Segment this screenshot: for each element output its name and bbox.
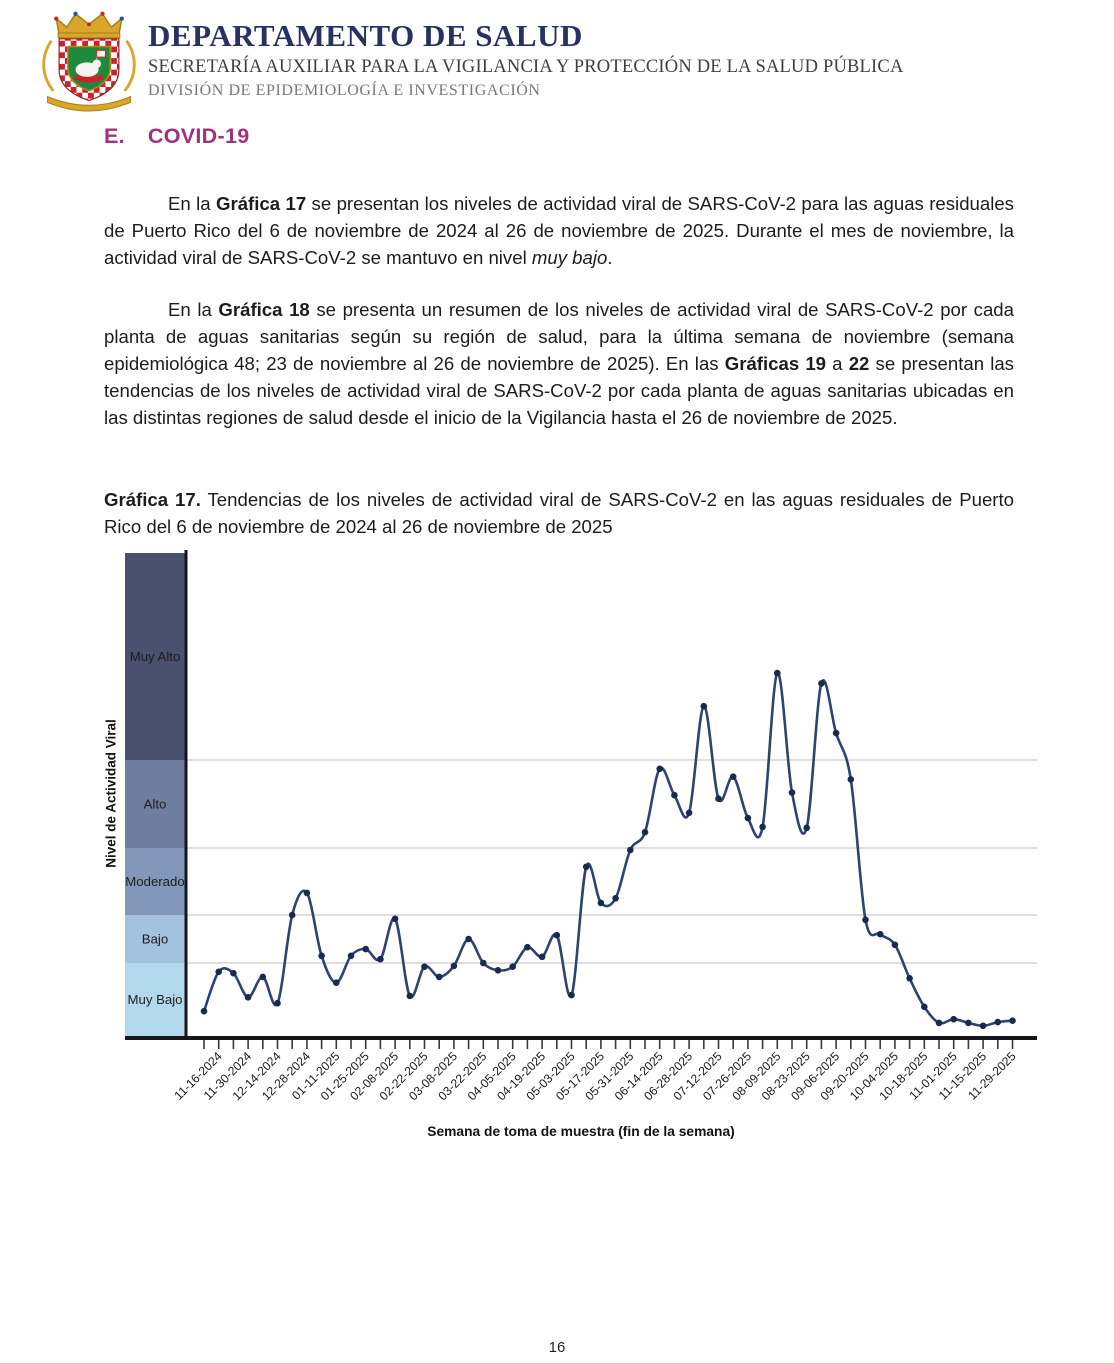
page-number: 16 bbox=[548, 1339, 566, 1356]
data-point bbox=[230, 969, 237, 977]
data-point bbox=[921, 1003, 928, 1011]
data-point bbox=[391, 915, 399, 923]
data-point bbox=[509, 963, 516, 970]
data-point bbox=[318, 952, 325, 960]
data-point bbox=[406, 992, 414, 1000]
text-run: . bbox=[607, 247, 613, 268]
level-band-bajo bbox=[125, 915, 185, 964]
chart-x-axis-title: Semana de toma de muestra (fin de la sem… bbox=[427, 1124, 735, 1139]
text-run: En la bbox=[168, 299, 219, 320]
level-band-label: Bajo bbox=[142, 932, 168, 947]
data-point bbox=[862, 916, 869, 924]
header-text-block: DEPARTAMENTO DE SALUD SECRETARÍA AUXILIA… bbox=[148, 6, 904, 100]
data-point bbox=[347, 952, 355, 960]
document-header: DEPARTAMENTO DE SALUD SECRETARÍA AUXILIA… bbox=[36, 6, 904, 114]
level-band-moderado bbox=[125, 848, 185, 916]
data-point bbox=[244, 994, 252, 1001]
data-point bbox=[333, 979, 340, 986]
data-point bbox=[303, 889, 311, 897]
section-title: COVID-19 bbox=[147, 124, 250, 148]
data-point bbox=[553, 931, 561, 939]
text-run: En la bbox=[168, 193, 216, 214]
level-band-label: Muy Alto bbox=[130, 649, 181, 664]
data-point bbox=[435, 973, 443, 981]
data-point bbox=[847, 776, 855, 783]
data-point bbox=[200, 1007, 208, 1015]
department-seal-logo bbox=[36, 6, 142, 114]
data-point bbox=[362, 945, 370, 953]
text-run: muy bajo bbox=[531, 247, 608, 268]
data-point bbox=[1009, 1017, 1016, 1024]
data-point bbox=[935, 1019, 943, 1027]
data-point bbox=[979, 1022, 987, 1030]
grafica17-caption: Gráfica 17. Tendencias de los niveles de… bbox=[104, 486, 1014, 540]
data-point bbox=[774, 669, 781, 677]
data-point bbox=[538, 953, 546, 961]
data-point bbox=[671, 791, 678, 799]
level-band-alto bbox=[125, 760, 185, 849]
data-point bbox=[965, 1019, 972, 1027]
puerto-rico-coat-of-arms-icon bbox=[42, 11, 136, 112]
data-point bbox=[377, 955, 384, 963]
paragraph-grafica17-summary: En la Gráfica 17 se presentan los nivele… bbox=[104, 190, 1014, 271]
data-point bbox=[656, 765, 663, 773]
data-point bbox=[876, 930, 884, 938]
data-point bbox=[950, 1015, 957, 1023]
data-point bbox=[906, 975, 913, 982]
data-point bbox=[818, 680, 825, 687]
data-point bbox=[274, 999, 281, 1007]
data-point bbox=[421, 963, 428, 970]
text-run: se presentan los niveles de actividad vi… bbox=[104, 193, 1014, 268]
data-point bbox=[288, 911, 296, 919]
text-run: Gráfica 17. bbox=[104, 489, 201, 510]
data-point bbox=[715, 795, 722, 802]
data-point bbox=[700, 702, 708, 710]
text-run: se presenta un resumen de los niveles de… bbox=[104, 299, 1014, 374]
division-subtitle: DIVISIÓN DE EPIDEMIOLOGÍA E INVESTIGACIÓ… bbox=[148, 81, 541, 99]
text-run: se presentan las tendencias de los nivel… bbox=[104, 353, 1014, 428]
level-band-label: Moderado bbox=[125, 874, 184, 889]
data-point bbox=[744, 814, 752, 822]
viral-activity-trend-line bbox=[202, 671, 1013, 1028]
data-point bbox=[524, 943, 531, 951]
data-point bbox=[759, 823, 766, 831]
data-point bbox=[994, 1018, 1002, 1026]
text-run: Gráfica 17 bbox=[216, 193, 307, 214]
department-title: DEPARTAMENTO DE SALUD bbox=[148, 18, 583, 53]
secretariat-subtitle: SECRETARÍA AUXILIAR PARA LA VIGILANCIA Y… bbox=[148, 56, 904, 77]
level-band-label: Muy Bajo bbox=[128, 992, 183, 1007]
data-point bbox=[494, 967, 502, 974]
data-point bbox=[215, 968, 222, 976]
data-point bbox=[480, 959, 487, 967]
section-letter: E. bbox=[104, 124, 125, 148]
data-point bbox=[832, 729, 840, 737]
data-point bbox=[891, 941, 899, 949]
data-point bbox=[568, 991, 575, 999]
text-run: 22 bbox=[848, 353, 870, 374]
data-point bbox=[803, 824, 810, 832]
text-run: Gráfica 18 bbox=[218, 299, 310, 320]
text-run: Tendencias de los niveles de actividad v… bbox=[104, 489, 1014, 537]
paragraph-grafica18-summary: En la Gráfica 18 se presenta un resumen … bbox=[104, 296, 1014, 431]
data-point bbox=[597, 899, 605, 907]
data-point bbox=[729, 773, 737, 780]
data-point bbox=[582, 863, 590, 871]
level-band-muy-alto bbox=[125, 553, 185, 761]
data-point bbox=[612, 895, 619, 902]
data-point bbox=[450, 962, 458, 970]
data-point bbox=[685, 809, 693, 817]
x-axis-line bbox=[125, 1036, 1037, 1040]
level-band-label: Alto bbox=[144, 797, 167, 812]
section-heading-covid19: E. COVID-19 bbox=[104, 124, 250, 149]
data-point bbox=[627, 846, 634, 854]
data-point bbox=[259, 973, 267, 981]
data-point bbox=[465, 935, 472, 943]
text-run: a bbox=[826, 353, 849, 374]
text-run: Gráficas 19 bbox=[724, 353, 827, 374]
level-band-muy-bajo bbox=[125, 963, 185, 1036]
data-point bbox=[641, 828, 649, 836]
data-point bbox=[788, 789, 796, 796]
